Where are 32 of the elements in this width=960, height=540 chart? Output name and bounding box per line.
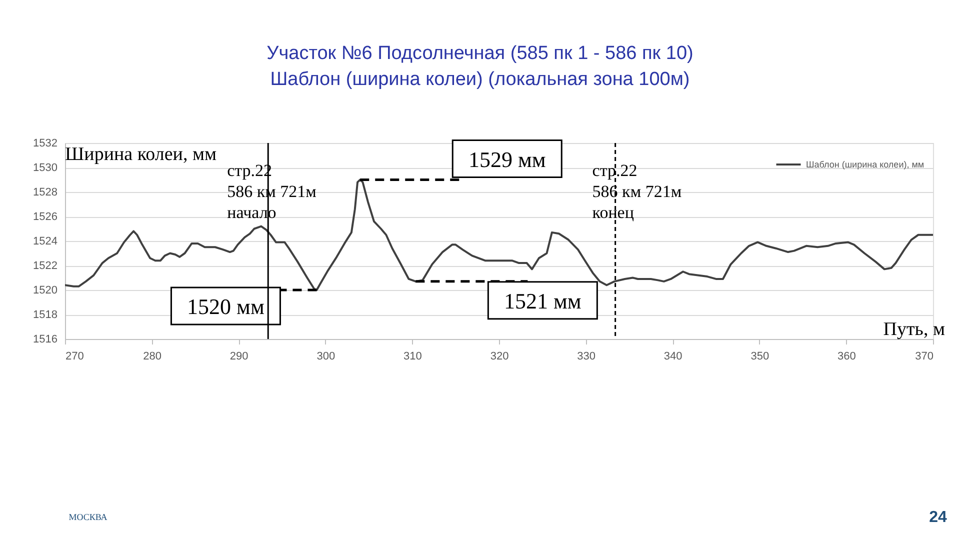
x-tick-label: 290 — [230, 350, 248, 362]
annotation: 1520 мм — [187, 294, 264, 319]
x-tick-label: 370 — [915, 350, 934, 362]
x-tick-label: 270 — [66, 350, 84, 362]
x-tick-label: 350 — [750, 350, 770, 362]
line-series — [65, 178, 933, 291]
y-tick-label: 1522 — [33, 260, 58, 272]
y-tick-label: 1524 — [33, 236, 58, 248]
text: МОСКВА — [68, 512, 108, 522]
x-tick-label: 360 — [838, 350, 856, 362]
chart-subtitle: Шаблон (ширина колеи) (локальная зона 100м) — [270, 69, 690, 90]
y-tick-label: 1526 — [33, 211, 58, 223]
y-axis-title: Ширина колеи, мм — [65, 144, 216, 165]
x-tick-label: 320 — [490, 350, 509, 362]
text: 24 — [929, 509, 947, 526]
legend-label: Шаблон (ширина колеи), мм — [806, 160, 924, 170]
annotation: 1521 мм — [504, 288, 582, 314]
x-axis-title: Путь, м — [883, 319, 945, 340]
x-tick-label: 330 — [577, 350, 596, 362]
y-tick-label: 1532 — [33, 138, 58, 150]
y-tick-label: 1516 — [33, 334, 58, 346]
y-tick-label: 1528 — [33, 186, 58, 198]
x-tick-label: 310 — [404, 350, 422, 362]
y-tick-label: 1520 — [33, 284, 58, 296]
y-tick-label: 1518 — [33, 309, 58, 321]
x-tick-label: 300 — [316, 350, 336, 362]
ref-line-label: стр.22 586 км 721м конец — [592, 161, 682, 222]
annotation: 1529 мм — [468, 146, 546, 172]
chart-title: Участок №6 Подсолнечная (585 пк 1 - 586 пк 10) — [266, 43, 694, 64]
x-tick-label: 340 — [664, 350, 682, 362]
y-tick-label: 1530 — [33, 162, 58, 174]
x-tick-label: 280 — [143, 350, 162, 362]
